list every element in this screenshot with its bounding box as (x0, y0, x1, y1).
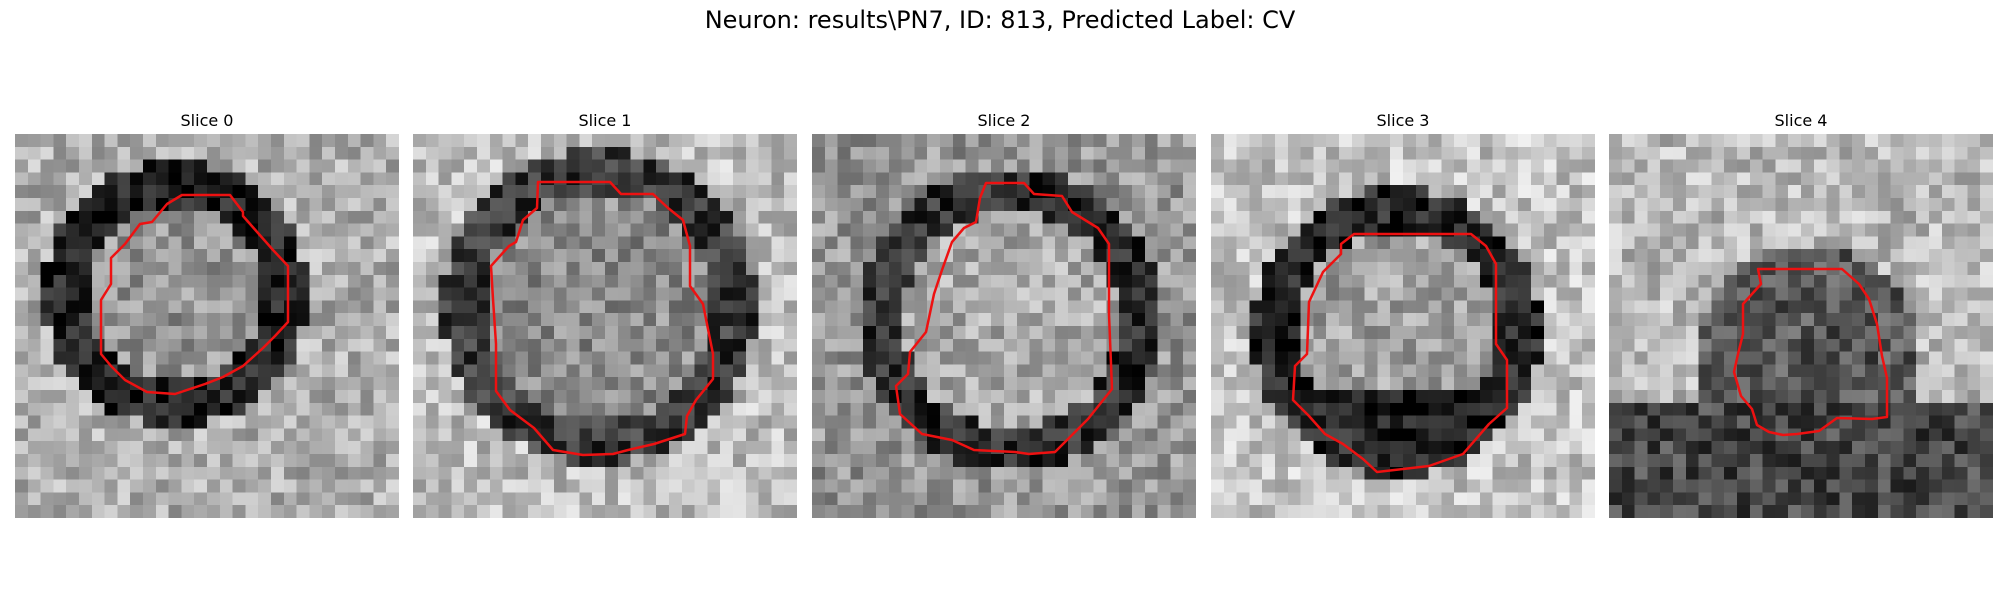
slice-title-2: Slice 2 (977, 111, 1031, 130)
slice-panel-4: Slice 4 (1609, 110, 1993, 518)
slice-panel-3: Slice 3 (1211, 110, 1595, 518)
cell-contour (894, 181, 1114, 456)
slice-image-4 (1609, 134, 1993, 518)
figure-title: Neuron: results\PN7, ID: 813, Predicted … (704, 6, 1296, 34)
slice-contour-3 (1291, 232, 1509, 474)
cell-contour (1732, 267, 1889, 437)
slice-image-2 (812, 134, 1196, 518)
slice-title-1: Slice 1 (578, 111, 632, 130)
slice-image-3 (1211, 134, 1595, 518)
slice-contour-0 (99, 193, 290, 396)
cell-contour (99, 193, 290, 396)
cell-contour (489, 180, 715, 457)
slice-contour-2 (894, 181, 1114, 456)
slice-title-3: Slice 3 (1376, 111, 1430, 130)
slice-contour-4 (1732, 267, 1889, 437)
slice-title-0: Slice 0 (180, 111, 234, 130)
slice-panel-0: Slice 0 (15, 110, 399, 518)
cell-contour (1291, 232, 1509, 474)
slice-image-0 (15, 134, 399, 518)
slice-title-4: Slice 4 (1774, 111, 1828, 130)
slice-panel-1: Slice 1 (413, 110, 797, 518)
slice-contour-1 (489, 180, 715, 457)
slice-panel-2: Slice 2 (812, 110, 1196, 518)
